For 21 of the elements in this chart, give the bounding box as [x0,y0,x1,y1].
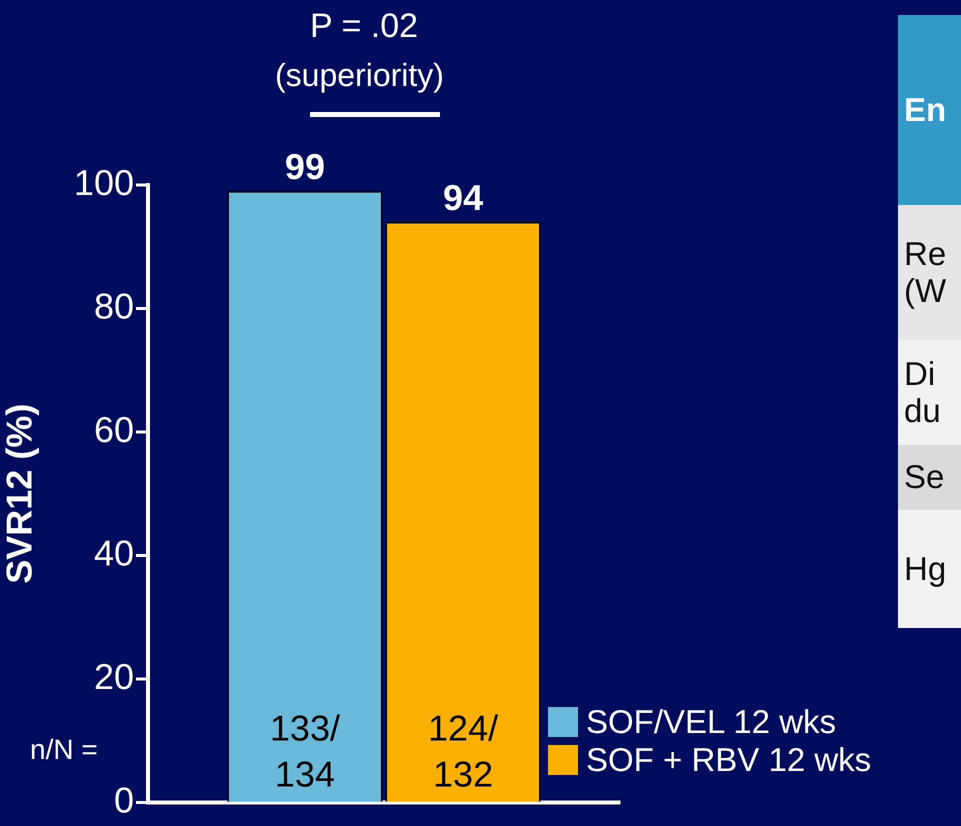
y-tick-label: 0 [114,779,134,820]
text: Se [898,445,961,510]
y-tick-label: 100 [74,162,134,203]
y-axis-title: SVR12 (%) [0,404,40,584]
y-tick-label: 80 [94,285,134,326]
legend-label: SOF + RBV 12 wks [586,741,872,779]
text: Di du [898,340,961,445]
text: P = .02 [310,7,418,46]
y-tick-label: 60 [94,408,134,450]
data-label: 99 [284,146,325,188]
data-label: 94 [443,176,484,218]
text: Re (W [898,205,961,340]
text: En [898,15,961,205]
text: (superiority) [275,57,444,94]
text: n/N = [30,734,98,766]
legend-label: SOF/VEL 12 wks [586,703,836,741]
y-tick-label: 40 [94,532,134,574]
text: Hg [898,510,961,628]
y-tick-label: 20 [94,656,134,697]
annotation: 124/ 132 [428,707,498,794]
annotation: 133/ 134 [270,707,340,794]
